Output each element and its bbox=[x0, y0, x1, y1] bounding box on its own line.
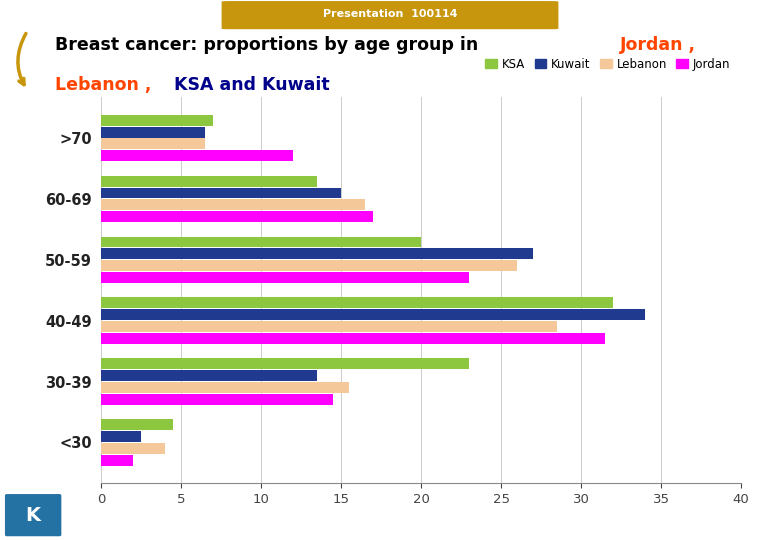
Bar bbox=[101, 431, 141, 442]
Bar bbox=[101, 272, 470, 283]
Text: 20: 20 bbox=[744, 526, 757, 536]
Bar bbox=[101, 455, 133, 465]
Bar bbox=[101, 321, 557, 332]
Bar bbox=[101, 333, 605, 344]
Text: KSA and Kuwait: KSA and Kuwait bbox=[168, 76, 329, 93]
Legend: KSA, Kuwait, Lebanon, Jordan: KSA, Kuwait, Lebanon, Jordan bbox=[480, 53, 735, 76]
Text: King Hussein Cancer Center: King Hussein Cancer Center bbox=[474, 507, 757, 525]
Text: Lebanon ,: Lebanon , bbox=[55, 76, 151, 93]
Bar bbox=[101, 187, 342, 198]
Bar bbox=[101, 150, 293, 161]
Bar bbox=[101, 260, 517, 271]
Bar bbox=[101, 370, 317, 381]
FancyBboxPatch shape bbox=[222, 2, 558, 29]
Bar bbox=[101, 359, 470, 369]
Bar bbox=[101, 126, 205, 138]
Bar bbox=[101, 211, 374, 222]
Bar bbox=[101, 298, 613, 308]
Bar bbox=[101, 176, 317, 186]
Bar bbox=[101, 115, 214, 126]
Bar bbox=[101, 248, 534, 259]
Bar bbox=[101, 394, 333, 405]
Bar bbox=[101, 199, 365, 210]
Bar bbox=[101, 443, 165, 454]
Bar bbox=[101, 382, 349, 393]
Bar bbox=[101, 138, 205, 150]
FancyBboxPatch shape bbox=[4, 493, 62, 537]
Text: Presentation  100114: Presentation 100114 bbox=[323, 9, 457, 19]
Text: Breast cancer: proportions by age group in: Breast cancer: proportions by age group … bbox=[55, 37, 484, 55]
Bar bbox=[101, 237, 421, 247]
Bar bbox=[101, 419, 173, 430]
Text: Jordan ,: Jordan , bbox=[620, 37, 696, 55]
Bar bbox=[101, 309, 645, 320]
Text: Κ: Κ bbox=[26, 505, 41, 525]
